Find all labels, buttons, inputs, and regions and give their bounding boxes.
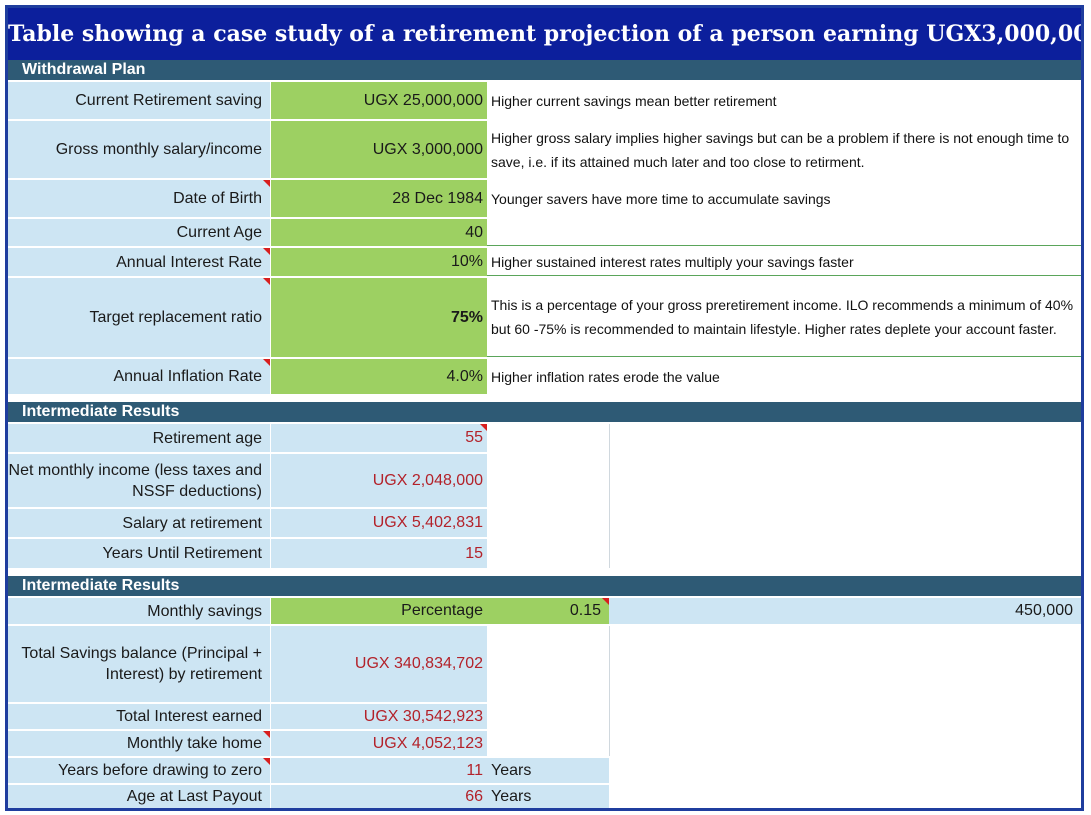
years-unit-label: Years [487, 758, 609, 783]
section-header-intermediate-results: Intermediate Results [8, 576, 1081, 596]
table-row: Annual Interest Rate 10% Higher sustaine… [8, 248, 1081, 276]
years-unit-label: Years [487, 785, 609, 808]
row-note: Higher gross salary implies higher savin… [487, 121, 1081, 178]
salary-at-retirement-value: UGX 5,402,831 [271, 509, 487, 537]
row-note: Higher inflation rates erode the value [487, 359, 1081, 394]
table-row: Monthly savings Percentage 0.15 450,000 [8, 598, 1081, 624]
date-of-birth-input[interactable]: 28 Dec 1984 [271, 180, 487, 217]
empty-cell [609, 758, 1081, 783]
section-header-intermediate-results: Intermediate Results [8, 402, 1081, 422]
row-label: Net monthly income (less taxes and NSSF … [8, 454, 270, 507]
row-label: Gross monthly salary/income [8, 121, 270, 178]
table-row: Current Retirement saving UGX 25,000,000… [8, 82, 1081, 119]
savings-rate-input[interactable]: 0.15 [487, 598, 609, 624]
net-income-value: UGX 2,048,000 [271, 454, 487, 507]
savings-type-select[interactable]: Percentage [271, 598, 487, 624]
section-header-withdrawal-plan: Withdrawal Plan [8, 60, 1081, 80]
table-row: Target replacement ratio 75% This is a p… [8, 278, 1081, 357]
monthly-savings-amount: 450,000 [609, 598, 1081, 624]
row-note: This is a percentage of your gross prere… [487, 278, 1081, 357]
retirement-age-value: 55 [271, 424, 487, 452]
table-row: Gross monthly salary/income UGX 3,000,00… [8, 121, 1081, 178]
row-label: Salary at retirement [8, 509, 270, 537]
table-row: Age at Last Payout 66 Years [8, 785, 1081, 808]
row-label: Years Until Retirement [8, 539, 270, 568]
age-last-payout-value: 66 [271, 785, 487, 808]
row-label: Monthly take home [8, 731, 270, 756]
row-note: Higher current savings mean better retir… [487, 82, 1081, 119]
replacement-ratio-input[interactable]: 75% [271, 278, 487, 357]
monthly-take-home-value: UGX 4,052,123 [271, 731, 487, 756]
row-note: Higher sustained interest rates multiply… [487, 248, 1081, 276]
table-row: Total Savings balance (Principal + Inter… [8, 626, 1081, 702]
empty-cell [609, 785, 1081, 808]
row-label: Annual Inflation Rate [8, 359, 270, 394]
table-row: Monthly take home UGX 4,052,123 [8, 731, 1081, 756]
table-row: Total Interest earned UGX 30,542,923 [8, 704, 1081, 729]
row-note [487, 219, 1081, 246]
row-label: Age at Last Payout [8, 785, 270, 808]
total-savings-value: UGX 340,834,702 [271, 626, 487, 702]
table-row: Annual Inflation Rate 4.0% Higher inflat… [8, 359, 1081, 394]
grid-divider [609, 626, 610, 756]
row-label: Annual Interest Rate [8, 248, 270, 276]
table-row: Retirement age 55 [8, 424, 1081, 452]
row-label: Total Interest earned [8, 704, 270, 729]
inflation-rate-input[interactable]: 4.0% [271, 359, 487, 394]
row-label: Date of Birth [8, 180, 270, 217]
current-savings-input[interactable]: UGX 25,000,000 [271, 82, 487, 119]
interest-rate-input[interactable]: 10% [271, 248, 487, 276]
page-title: Table showing a case study of a retireme… [8, 8, 1081, 60]
years-to-zero-value: 11 [271, 758, 487, 783]
row-label: Current Age [8, 219, 270, 246]
table-row: Net monthly income (less taxes and NSSF … [8, 454, 1081, 507]
total-interest-value: UGX 30,542,923 [271, 704, 487, 729]
row-label: Years before drawing to zero [8, 758, 270, 783]
spreadsheet-frame: Table showing a case study of a retireme… [5, 5, 1084, 811]
current-age-value: 40 [271, 219, 487, 246]
table-row: Current Age 40 [8, 219, 1081, 246]
row-label: Target replacement ratio [8, 278, 270, 357]
row-label: Monthly savings [8, 598, 270, 624]
grid-divider [609, 424, 610, 568]
gross-salary-input[interactable]: UGX 3,000,000 [271, 121, 487, 178]
table-row: Date of Birth 28 Dec 1984 Younger savers… [8, 180, 1081, 217]
row-label: Current Retirement saving [8, 82, 270, 119]
row-label: Total Savings balance (Principal + Inter… [8, 626, 270, 702]
table-row: Years before drawing to zero 11 Years [8, 758, 1081, 783]
row-note: Younger savers have more time to accumul… [487, 180, 1081, 217]
row-label: Retirement age [8, 424, 270, 452]
table-row: Years Until Retirement 15 [8, 539, 1081, 568]
years-until-retirement-value: 15 [271, 539, 487, 568]
table-row: Salary at retirement UGX 5,402,831 [8, 509, 1081, 537]
